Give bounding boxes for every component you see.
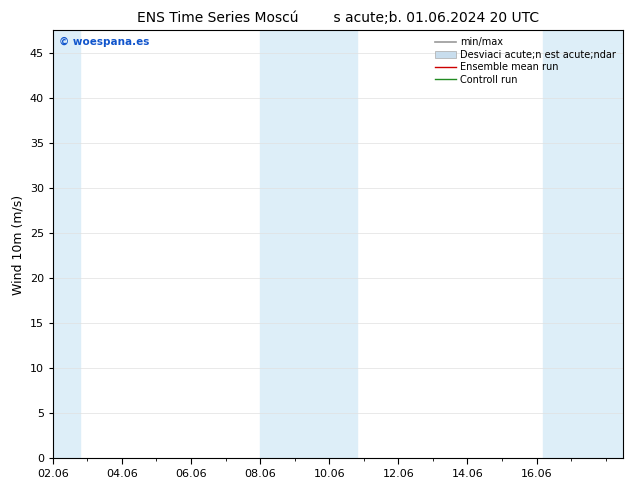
Y-axis label: Wind 10m (m/s): Wind 10m (m/s) [11,195,24,294]
Legend: min/max, Desviaci acute;n est acute;ndar, Ensemble mean run, Controll run: min/max, Desviaci acute;n est acute;ndar… [433,35,618,87]
Bar [543,30,623,459]
Text: © woespana.es: © woespana.es [58,37,149,47]
Bar [260,30,357,459]
Title: ENS Time Series Moscú        s acute;b. 01.06.2024 20 UTC: ENS Time Series Moscú s acute;b. 01.06.2… [137,11,539,25]
Bar [53,30,81,459]
